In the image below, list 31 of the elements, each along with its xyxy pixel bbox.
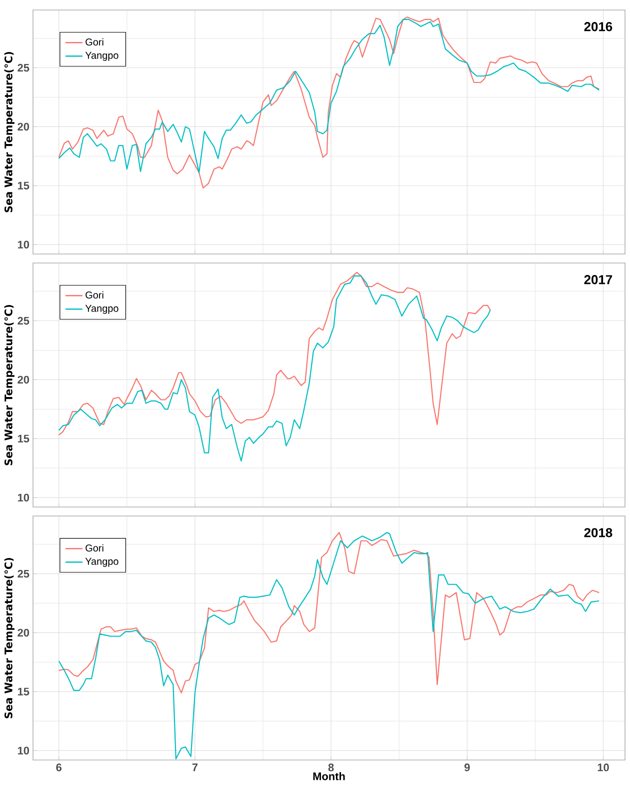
y-axis-title: Sea Water Temperature(℃) [4,52,14,212]
legend-label: Gori [86,291,104,299]
legend-label: Gori [86,38,104,46]
text: 2016 [584,22,612,32]
x-tick-label: 7 [192,764,198,772]
y-tick-label: 10 [18,746,30,754]
x-axis-title: Month [313,772,345,780]
y-axis-title: Sea Water Temperature(℃) [4,558,14,718]
y-tick-label: 10 [18,494,30,502]
legend-label: Yangpo [85,304,118,314]
y-tick-label: 10 [18,240,30,248]
y-tick-label: 25 [18,570,30,578]
y-tick-label: 15 [18,434,30,442]
y-tick-label: 15 [18,688,30,696]
x-tick-label: 10 [598,764,609,772]
legend-label: Yangpo [85,52,118,61]
x-tick-label: 6 [56,764,62,772]
text: 2017 [584,275,612,284]
y-tick-label: 25 [18,316,30,325]
x-tick-label: 8 [328,764,334,772]
y-tick-label: 20 [18,628,30,637]
y-tick-label: 25 [18,64,30,72]
y-tick-label: 20 [18,122,30,131]
line-series [58,275,491,462]
text: 2018 [584,528,612,538]
legend-label: Gori [86,544,104,552]
y-tick-label: 15 [18,182,30,190]
x-tick-label: 9 [464,764,470,772]
legend-label: Yangpo [85,558,118,567]
y-tick-label: 20 [18,376,30,384]
y-axis-title: Sea Water Temperature(℃) [4,304,14,466]
